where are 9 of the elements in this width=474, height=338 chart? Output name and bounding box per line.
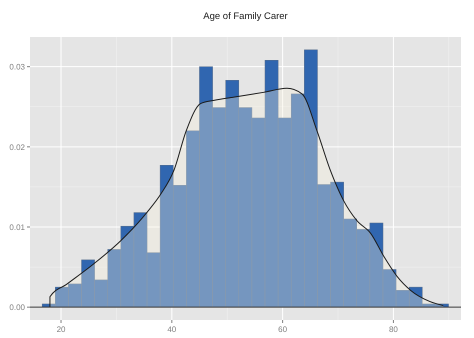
x-tick-label: 80	[388, 325, 398, 334]
chart-title: Age of Family Carer	[203, 11, 288, 22]
y-tick-label: 0.02	[9, 142, 26, 152]
x-tick-label: 60	[278, 325, 288, 334]
y-tick-label: 0.00	[9, 303, 26, 312]
y-tick-label: 0.01	[9, 223, 26, 232]
y-tick-label: 0.03	[9, 62, 26, 72]
x-tick-label: 20	[56, 325, 66, 334]
x-tick-label: 40	[167, 325, 177, 334]
